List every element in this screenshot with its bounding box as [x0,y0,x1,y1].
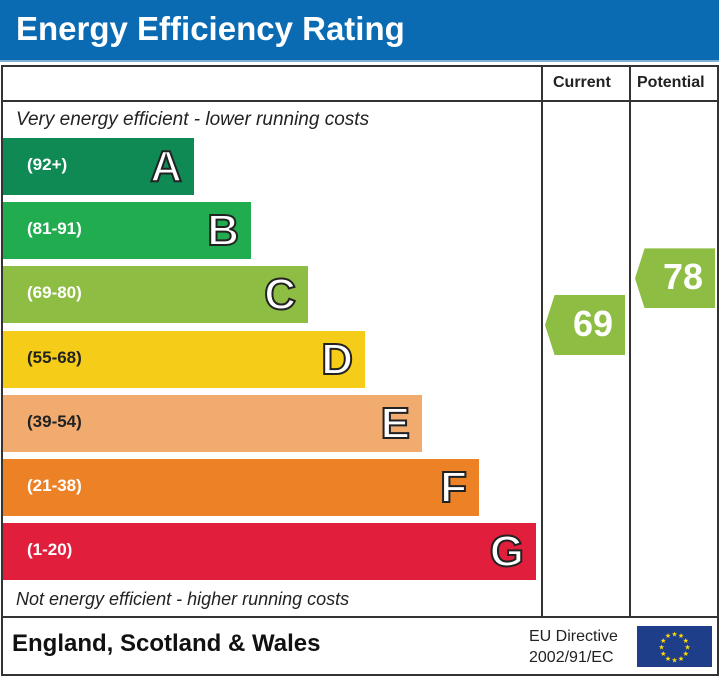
current-rating-value: 69 [572,303,614,344]
svg-text:★: ★ [683,650,689,658]
band-b: (81-91) B [3,202,251,259]
directive-line1: EU Directive [529,628,618,645]
band-range: (69-80) [27,283,82,302]
band-range: (39-54) [27,412,82,431]
divider [541,65,543,617]
svg-text:★: ★ [684,644,690,652]
band-c: (69-80) C [3,266,308,323]
band-g: (1-20) G [3,523,536,580]
svg-text:★: ★ [683,637,689,645]
svg-text:★: ★ [658,644,664,652]
current-rating-arrow: 69 [545,295,625,355]
svg-text:★: ★ [671,657,677,665]
band-range: (55-68) [27,348,82,367]
band-letter: D [320,334,354,385]
svg-text:★: ★ [671,631,677,639]
band-letter: G [489,526,525,577]
svg-text:★: ★ [660,637,666,645]
band-letter: B [206,205,240,256]
eu-flag-icon: ★ ★★★★★★★★★★★ [637,626,712,667]
band-letter: E [380,398,411,449]
band-letter: A [149,141,183,192]
eu-directive: EU Directive 2002/91/EC [529,626,618,668]
band-e: (39-54) E [3,395,422,452]
band-d: (55-68) D [3,331,365,388]
band-letter: F [439,462,468,513]
band-range: (21-38) [27,476,82,495]
band-letter: C [263,269,297,320]
band-range: (92+) [27,155,68,174]
svg-text:★: ★ [678,632,684,640]
column-header-current: Current [553,74,611,91]
band-range: (1-20) [27,540,73,559]
region-label: England, Scotland & Wales [12,630,321,657]
svg-text:★: ★ [678,655,684,663]
bottom-note: Not energy efficient - higher running co… [16,589,350,609]
band-f: (21-38) F [3,459,479,516]
header-bar: Energy Efficiency Rating [0,0,719,62]
chart-title: Energy Efficiency Rating [16,10,405,47]
divider [1,616,718,618]
divider [629,65,631,617]
svg-text:★: ★ [660,650,666,658]
potential-rating-value: 78 [662,256,704,298]
directive-line2: 2002/91/EC [529,649,614,666]
top-note: Very energy efficient - lower running co… [16,109,370,130]
svg-text:★: ★ [665,632,671,640]
divider [1,100,718,102]
band-range: (81-91) [27,219,82,238]
band-a: (92+) A [3,138,194,195]
column-header-potential: Potential [637,74,705,91]
svg-text:★: ★ [665,655,671,663]
potential-rating-arrow: 78 [635,248,715,309]
